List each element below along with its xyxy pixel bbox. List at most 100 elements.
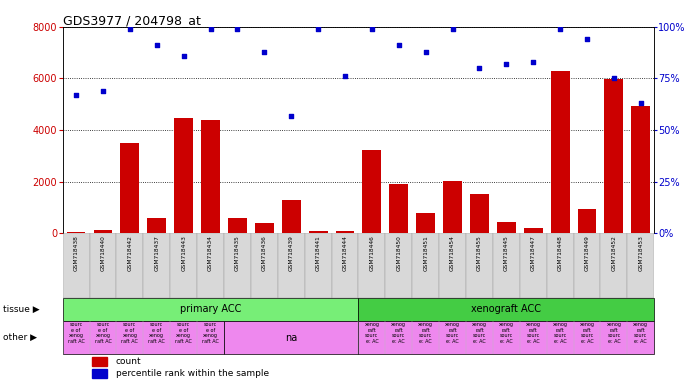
Text: GDS3977 / 204798_at: GDS3977 / 204798_at: [63, 14, 200, 27]
Text: count: count: [116, 357, 141, 366]
Text: xenog
raft
sourc
e: AC: xenog raft sourc e: AC: [499, 322, 514, 344]
Point: [70, 92, 81, 98]
FancyBboxPatch shape: [278, 233, 305, 298]
Bar: [93, 230, 112, 233]
Bar: [443, 181, 462, 233]
Text: GSM718446: GSM718446: [370, 235, 374, 271]
Bar: [201, 120, 220, 233]
Text: xenograft ACC: xenograft ACC: [471, 304, 541, 314]
Text: GSM718454: GSM718454: [450, 235, 455, 271]
FancyBboxPatch shape: [601, 233, 627, 298]
Bar: [524, 228, 543, 233]
Text: GSM718443: GSM718443: [181, 235, 186, 271]
Text: xenog
raft
sourc
e: AC: xenog raft sourc e: AC: [553, 322, 568, 344]
FancyBboxPatch shape: [466, 233, 493, 298]
Text: tissue ▶: tissue ▶: [3, 305, 40, 314]
FancyBboxPatch shape: [358, 298, 654, 321]
Text: GSM718438: GSM718438: [74, 235, 79, 271]
Bar: [631, 106, 650, 233]
Point: [151, 42, 162, 48]
Text: xenog
raft
sourc
e: AC: xenog raft sourc e: AC: [525, 322, 541, 344]
Text: xenog
raft
sourc
e: AC: xenog raft sourc e: AC: [633, 322, 648, 344]
Text: xenog
raft
sourc
e: AC: xenog raft sourc e: AC: [445, 322, 460, 344]
FancyBboxPatch shape: [439, 233, 466, 298]
Text: xenog
raft
sourc
e: AC: xenog raft sourc e: AC: [472, 322, 487, 344]
Point: [393, 42, 404, 48]
FancyBboxPatch shape: [251, 233, 278, 298]
Bar: [282, 200, 301, 233]
Text: GSM718434: GSM718434: [208, 235, 213, 271]
Text: sourc
e of
xenog
raft AC: sourc e of xenog raft AC: [202, 322, 219, 344]
FancyBboxPatch shape: [358, 233, 386, 298]
Text: GSM718447: GSM718447: [531, 235, 536, 271]
Text: GSM718440: GSM718440: [100, 235, 106, 271]
FancyBboxPatch shape: [386, 233, 412, 298]
Text: xenog
raft
sourc
e: AC: xenog raft sourc e: AC: [365, 322, 379, 344]
FancyBboxPatch shape: [63, 233, 90, 298]
Text: xenog
raft
sourc
e: AC: xenog raft sourc e: AC: [391, 322, 406, 344]
Text: GSM718441: GSM718441: [315, 235, 321, 271]
Point: [340, 73, 351, 79]
Bar: [551, 71, 569, 233]
Bar: [605, 79, 624, 233]
FancyBboxPatch shape: [116, 233, 143, 298]
FancyBboxPatch shape: [143, 233, 171, 298]
Text: GSM718435: GSM718435: [235, 235, 240, 271]
Text: xenog
raft
sourc
e: AC: xenog raft sourc e: AC: [418, 322, 433, 344]
FancyBboxPatch shape: [412, 233, 439, 298]
Point: [581, 36, 592, 42]
Text: GSM718437: GSM718437: [155, 235, 159, 271]
Text: sourc
e of
xenog
raft AC: sourc e of xenog raft AC: [95, 322, 111, 344]
FancyBboxPatch shape: [90, 233, 116, 298]
FancyBboxPatch shape: [171, 233, 197, 298]
Bar: [174, 118, 193, 233]
Text: GSM718444: GSM718444: [342, 235, 347, 271]
Text: GSM718453: GSM718453: [638, 235, 643, 271]
Text: GSM718451: GSM718451: [423, 235, 428, 271]
Bar: [309, 231, 328, 233]
Bar: [92, 357, 107, 366]
Text: GSM718445: GSM718445: [504, 235, 509, 271]
Point: [474, 65, 485, 71]
Bar: [120, 144, 139, 233]
Text: GSM718449: GSM718449: [585, 235, 590, 271]
FancyBboxPatch shape: [63, 321, 224, 354]
Text: GSM718452: GSM718452: [611, 235, 617, 271]
Bar: [578, 209, 596, 233]
Bar: [148, 218, 166, 233]
Text: percentile rank within the sample: percentile rank within the sample: [116, 369, 269, 378]
Point: [608, 75, 619, 81]
Point: [259, 48, 270, 55]
Text: other ▶: other ▶: [3, 333, 38, 342]
Point: [528, 59, 539, 65]
Text: xenog
raft
sourc
e: AC: xenog raft sourc e: AC: [580, 322, 594, 344]
Text: sourc
e of
xenog
raft AC: sourc e of xenog raft AC: [148, 322, 165, 344]
Point: [285, 113, 296, 119]
Point: [635, 100, 647, 106]
Text: xenog
raft
sourc
e: AC: xenog raft sourc e: AC: [606, 322, 622, 344]
Bar: [470, 194, 489, 233]
FancyBboxPatch shape: [305, 233, 331, 298]
Text: GSM718436: GSM718436: [262, 235, 267, 271]
Point: [97, 88, 109, 94]
FancyBboxPatch shape: [224, 233, 251, 298]
Point: [125, 26, 136, 32]
Text: GSM718450: GSM718450: [396, 235, 402, 271]
Bar: [228, 218, 247, 233]
FancyBboxPatch shape: [627, 233, 654, 298]
Point: [232, 26, 243, 32]
Bar: [255, 223, 274, 233]
Point: [205, 26, 216, 32]
FancyBboxPatch shape: [331, 233, 358, 298]
Point: [555, 26, 566, 32]
FancyBboxPatch shape: [224, 321, 358, 354]
Text: GSM718455: GSM718455: [477, 235, 482, 271]
FancyBboxPatch shape: [546, 233, 574, 298]
Bar: [363, 150, 381, 233]
Point: [366, 26, 377, 32]
Bar: [416, 213, 435, 233]
FancyBboxPatch shape: [197, 233, 224, 298]
Text: sourc
e of
xenog
raft AC: sourc e of xenog raft AC: [175, 322, 192, 344]
Text: primary ACC: primary ACC: [180, 304, 242, 314]
Text: na: na: [285, 333, 297, 343]
